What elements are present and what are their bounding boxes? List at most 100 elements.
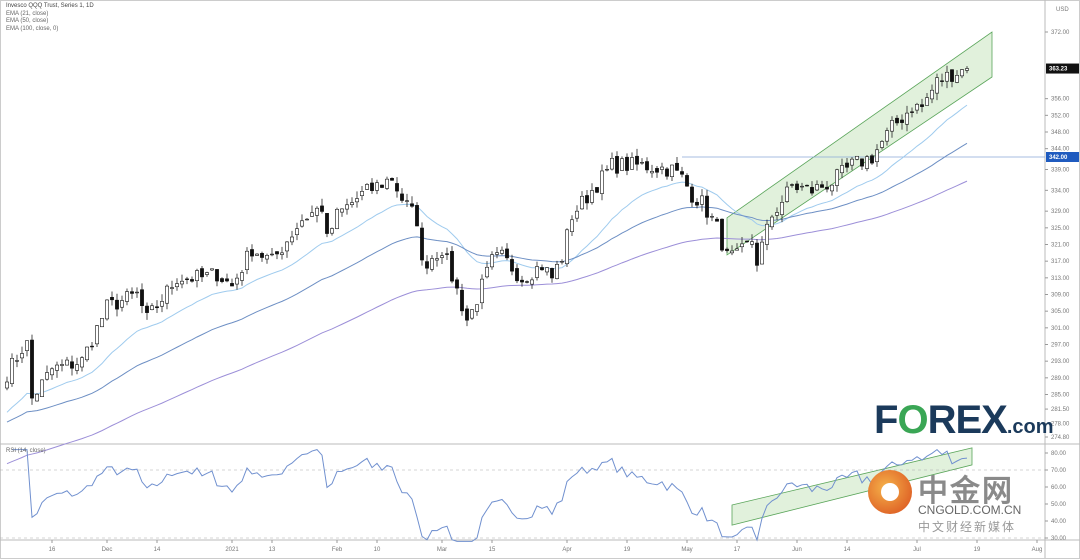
candle xyxy=(830,184,834,192)
candle xyxy=(775,212,779,216)
cngold-url: CNGOLD.COM.CN xyxy=(918,503,1022,517)
rsi-tick-label: 50.00 xyxy=(1051,502,1067,508)
candle xyxy=(845,162,849,168)
time-tick-label: 14 xyxy=(844,547,851,553)
candle xyxy=(335,208,339,229)
price-tick-label: 274.80 xyxy=(1051,435,1070,441)
candle xyxy=(475,304,479,312)
level-badge xyxy=(1046,152,1079,162)
candle xyxy=(605,169,609,171)
candle xyxy=(735,248,739,251)
candle xyxy=(645,161,649,171)
candle xyxy=(405,200,409,202)
candle xyxy=(710,216,714,218)
candle xyxy=(565,229,569,265)
candle xyxy=(265,255,269,260)
candle xyxy=(360,191,364,196)
time-tick-label: 2021 xyxy=(225,547,239,553)
candle xyxy=(670,164,674,177)
candle xyxy=(435,258,439,261)
candle xyxy=(365,184,369,190)
time-tick-label: Jun xyxy=(792,547,802,553)
candle xyxy=(270,253,274,256)
cngold-watermark: 中金网 CNGOLD.COM.CN 中文财经新媒体 xyxy=(866,462,1042,536)
price-tick-label: 344.00 xyxy=(1051,147,1070,153)
price-tick-label: 339.00 xyxy=(1051,168,1070,174)
candle xyxy=(510,259,514,272)
candle xyxy=(380,184,384,188)
candle xyxy=(15,360,19,362)
candle xyxy=(615,156,619,174)
candle xyxy=(875,149,879,163)
candle xyxy=(25,340,29,351)
candle xyxy=(350,202,354,205)
forex-logo: FOREX.com xyxy=(874,398,1054,442)
last-price-label: 363.23 xyxy=(1049,67,1068,73)
time-tick-label: Mar xyxy=(437,547,447,553)
candle xyxy=(5,381,9,389)
candle xyxy=(585,195,589,204)
candle xyxy=(250,249,254,257)
candle xyxy=(575,210,579,219)
candle xyxy=(340,208,344,213)
candle xyxy=(620,158,624,171)
candle xyxy=(745,240,749,243)
rsi-channel xyxy=(731,447,973,526)
cngold-subtitle: 中文财经新媒体 xyxy=(918,520,1017,534)
price-tick-label: 285.00 xyxy=(1051,393,1070,399)
candle xyxy=(675,162,679,171)
candle xyxy=(255,253,259,256)
candle xyxy=(205,272,209,275)
candle xyxy=(495,252,499,255)
candle xyxy=(530,279,534,285)
candle xyxy=(185,278,189,280)
price-tick-label: 329.00 xyxy=(1051,209,1070,215)
candle xyxy=(635,155,639,165)
candle xyxy=(280,252,284,255)
candle xyxy=(515,268,519,282)
candle xyxy=(765,223,769,245)
candle xyxy=(750,241,754,245)
candle xyxy=(95,325,99,345)
candle xyxy=(325,213,329,234)
candle xyxy=(235,277,239,285)
candle xyxy=(950,69,954,82)
candle xyxy=(430,258,434,270)
candle xyxy=(130,291,134,294)
candle xyxy=(665,168,669,177)
time-tick-label: 14 xyxy=(154,547,161,553)
rsi-tick-label: 40.00 xyxy=(1051,519,1067,525)
price-tick-label: 334.00 xyxy=(1051,188,1070,194)
candle xyxy=(305,218,309,221)
candle xyxy=(800,185,804,188)
price-tick-label: 293.00 xyxy=(1051,359,1070,365)
rsi-tick-label: 80.00 xyxy=(1051,451,1067,457)
candle xyxy=(230,283,234,287)
candle xyxy=(590,190,594,203)
candle xyxy=(695,201,699,206)
candle xyxy=(225,278,229,282)
time-tick-label: 17 xyxy=(734,547,741,553)
candle xyxy=(50,368,54,376)
candle xyxy=(65,359,69,366)
price-tick-label: 317.00 xyxy=(1051,259,1070,265)
time-tick-label: 13 xyxy=(269,547,276,553)
candle xyxy=(210,268,214,271)
candle xyxy=(135,291,139,294)
candle xyxy=(175,283,179,288)
candle xyxy=(935,77,939,94)
candle xyxy=(945,71,949,82)
currency-label: USD xyxy=(1056,7,1069,13)
candle xyxy=(715,218,719,222)
candle xyxy=(290,236,294,243)
candle xyxy=(370,182,374,191)
candle xyxy=(780,202,784,215)
rsi-line xyxy=(12,448,968,542)
candle xyxy=(10,358,14,384)
candle xyxy=(810,187,814,194)
candle xyxy=(915,103,919,111)
legend-ema50: EMA (50, close) xyxy=(6,18,49,24)
rsi-tick-label: 30.00 xyxy=(1051,536,1067,542)
time-tick-label: Jul xyxy=(913,547,921,553)
